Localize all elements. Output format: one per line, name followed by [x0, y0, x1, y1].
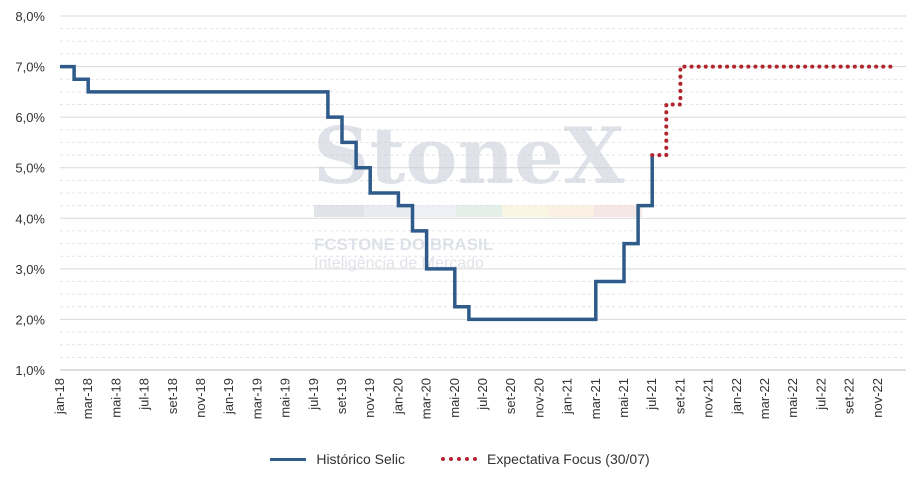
x-tick-label: jul-20 — [475, 378, 490, 411]
watermark-stripe-6 — [548, 205, 594, 217]
x-tick-label: jan-22 — [729, 378, 744, 415]
x-tick-label: jan-21 — [560, 378, 575, 415]
watermark-brand: StoneX — [313, 111, 625, 202]
x-tick-label: nov-20 — [531, 378, 546, 418]
x-tick-label: mar-18 — [80, 378, 95, 419]
x-tick-label: mai-21 — [616, 378, 631, 418]
y-axis-labels: 1,0% 2,0% 3,0% 4,0% 5,0% 6,0% 7,0% 8,0% — [15, 9, 45, 378]
watermark-stripe-2 — [364, 205, 410, 217]
x-tick-label: mai-20 — [447, 378, 462, 418]
watermark-stripe-1 — [314, 205, 364, 217]
x-tick-label: set-18 — [165, 378, 180, 414]
x-tick-label: nov-19 — [362, 378, 377, 418]
x-tick-label: nov-21 — [701, 378, 716, 418]
legend-label-focus: Expectativa Focus (30/07) — [487, 451, 650, 467]
x-tick-label: jan-20 — [390, 378, 405, 415]
legend: Histórico Selic Expectativa Focus (30/07… — [0, 447, 920, 471]
x-axis-labels: jan-18 mar-18 mai-18 jul-18 set-18 nov-18 jan-… — [52, 378, 885, 419]
watermark-stripe-7 — [594, 205, 642, 217]
x-tick-label: mar-19 — [249, 378, 264, 419]
watermark-line1: FCSTONE DO BRASIL — [314, 235, 493, 254]
x-tick-label: mar-20 — [419, 378, 434, 419]
x-tick-label: nov-18 — [193, 378, 208, 418]
series-historico-selic-line — [60, 64, 654, 322]
y-tick-label: 1,0% — [15, 363, 45, 378]
x-tick-label: set-22 — [842, 378, 857, 414]
x-tick-label: set-21 — [672, 378, 687, 414]
y-tick-label: 8,0% — [15, 9, 45, 24]
x-tick-label: mai-19 — [278, 378, 293, 418]
x-tick-label: mar-21 — [588, 378, 603, 419]
x-tick-label: jan-18 — [52, 378, 67, 415]
x-tick-label: jan-19 — [221, 378, 236, 415]
x-tick-label: jul-19 — [306, 378, 321, 411]
y-tick-label: 7,0% — [15, 60, 45, 75]
watermark-line2: Inteligência de Mercado — [314, 255, 484, 272]
y-tick-label: 6,0% — [15, 110, 45, 125]
legend-label-historico: Histórico Selic — [316, 451, 406, 467]
series-expectativa-focus-line — [650, 64, 894, 158]
x-tick-label: set-20 — [503, 378, 518, 414]
x-tick-label: mai-22 — [785, 378, 800, 418]
watermark-stripe-4 — [456, 205, 502, 217]
x-tick-label: jul-21 — [644, 378, 659, 411]
x-tick-label: nov-22 — [870, 378, 885, 418]
y-tick-label: 4,0% — [15, 211, 45, 226]
y-tick-label: 5,0% — [15, 161, 45, 176]
x-tick-label: set-19 — [334, 378, 349, 414]
x-tick-label: jul-18 — [137, 378, 152, 411]
watermark-stripe-3 — [410, 205, 456, 217]
watermark-stripe-5 — [502, 205, 548, 217]
series-layer — [60, 64, 894, 322]
stonex-watermark: StoneX FCSTONE DO BRASIL Inteligência de… — [313, 111, 642, 272]
y-tick-label: 2,0% — [15, 312, 45, 327]
x-tick-label: mar-22 — [757, 378, 772, 419]
x-tick-label: mai-18 — [108, 378, 123, 418]
x-tick-label: jul-22 — [813, 378, 828, 411]
legend-item-historico: Histórico Selic — [270, 451, 405, 467]
legend-item-focus: Expectativa Focus (30/07) — [441, 451, 650, 467]
y-tick-label: 3,0% — [15, 262, 45, 277]
legend-swatch-solid — [270, 457, 307, 461]
legend-swatch-dotted — [441, 457, 478, 461]
